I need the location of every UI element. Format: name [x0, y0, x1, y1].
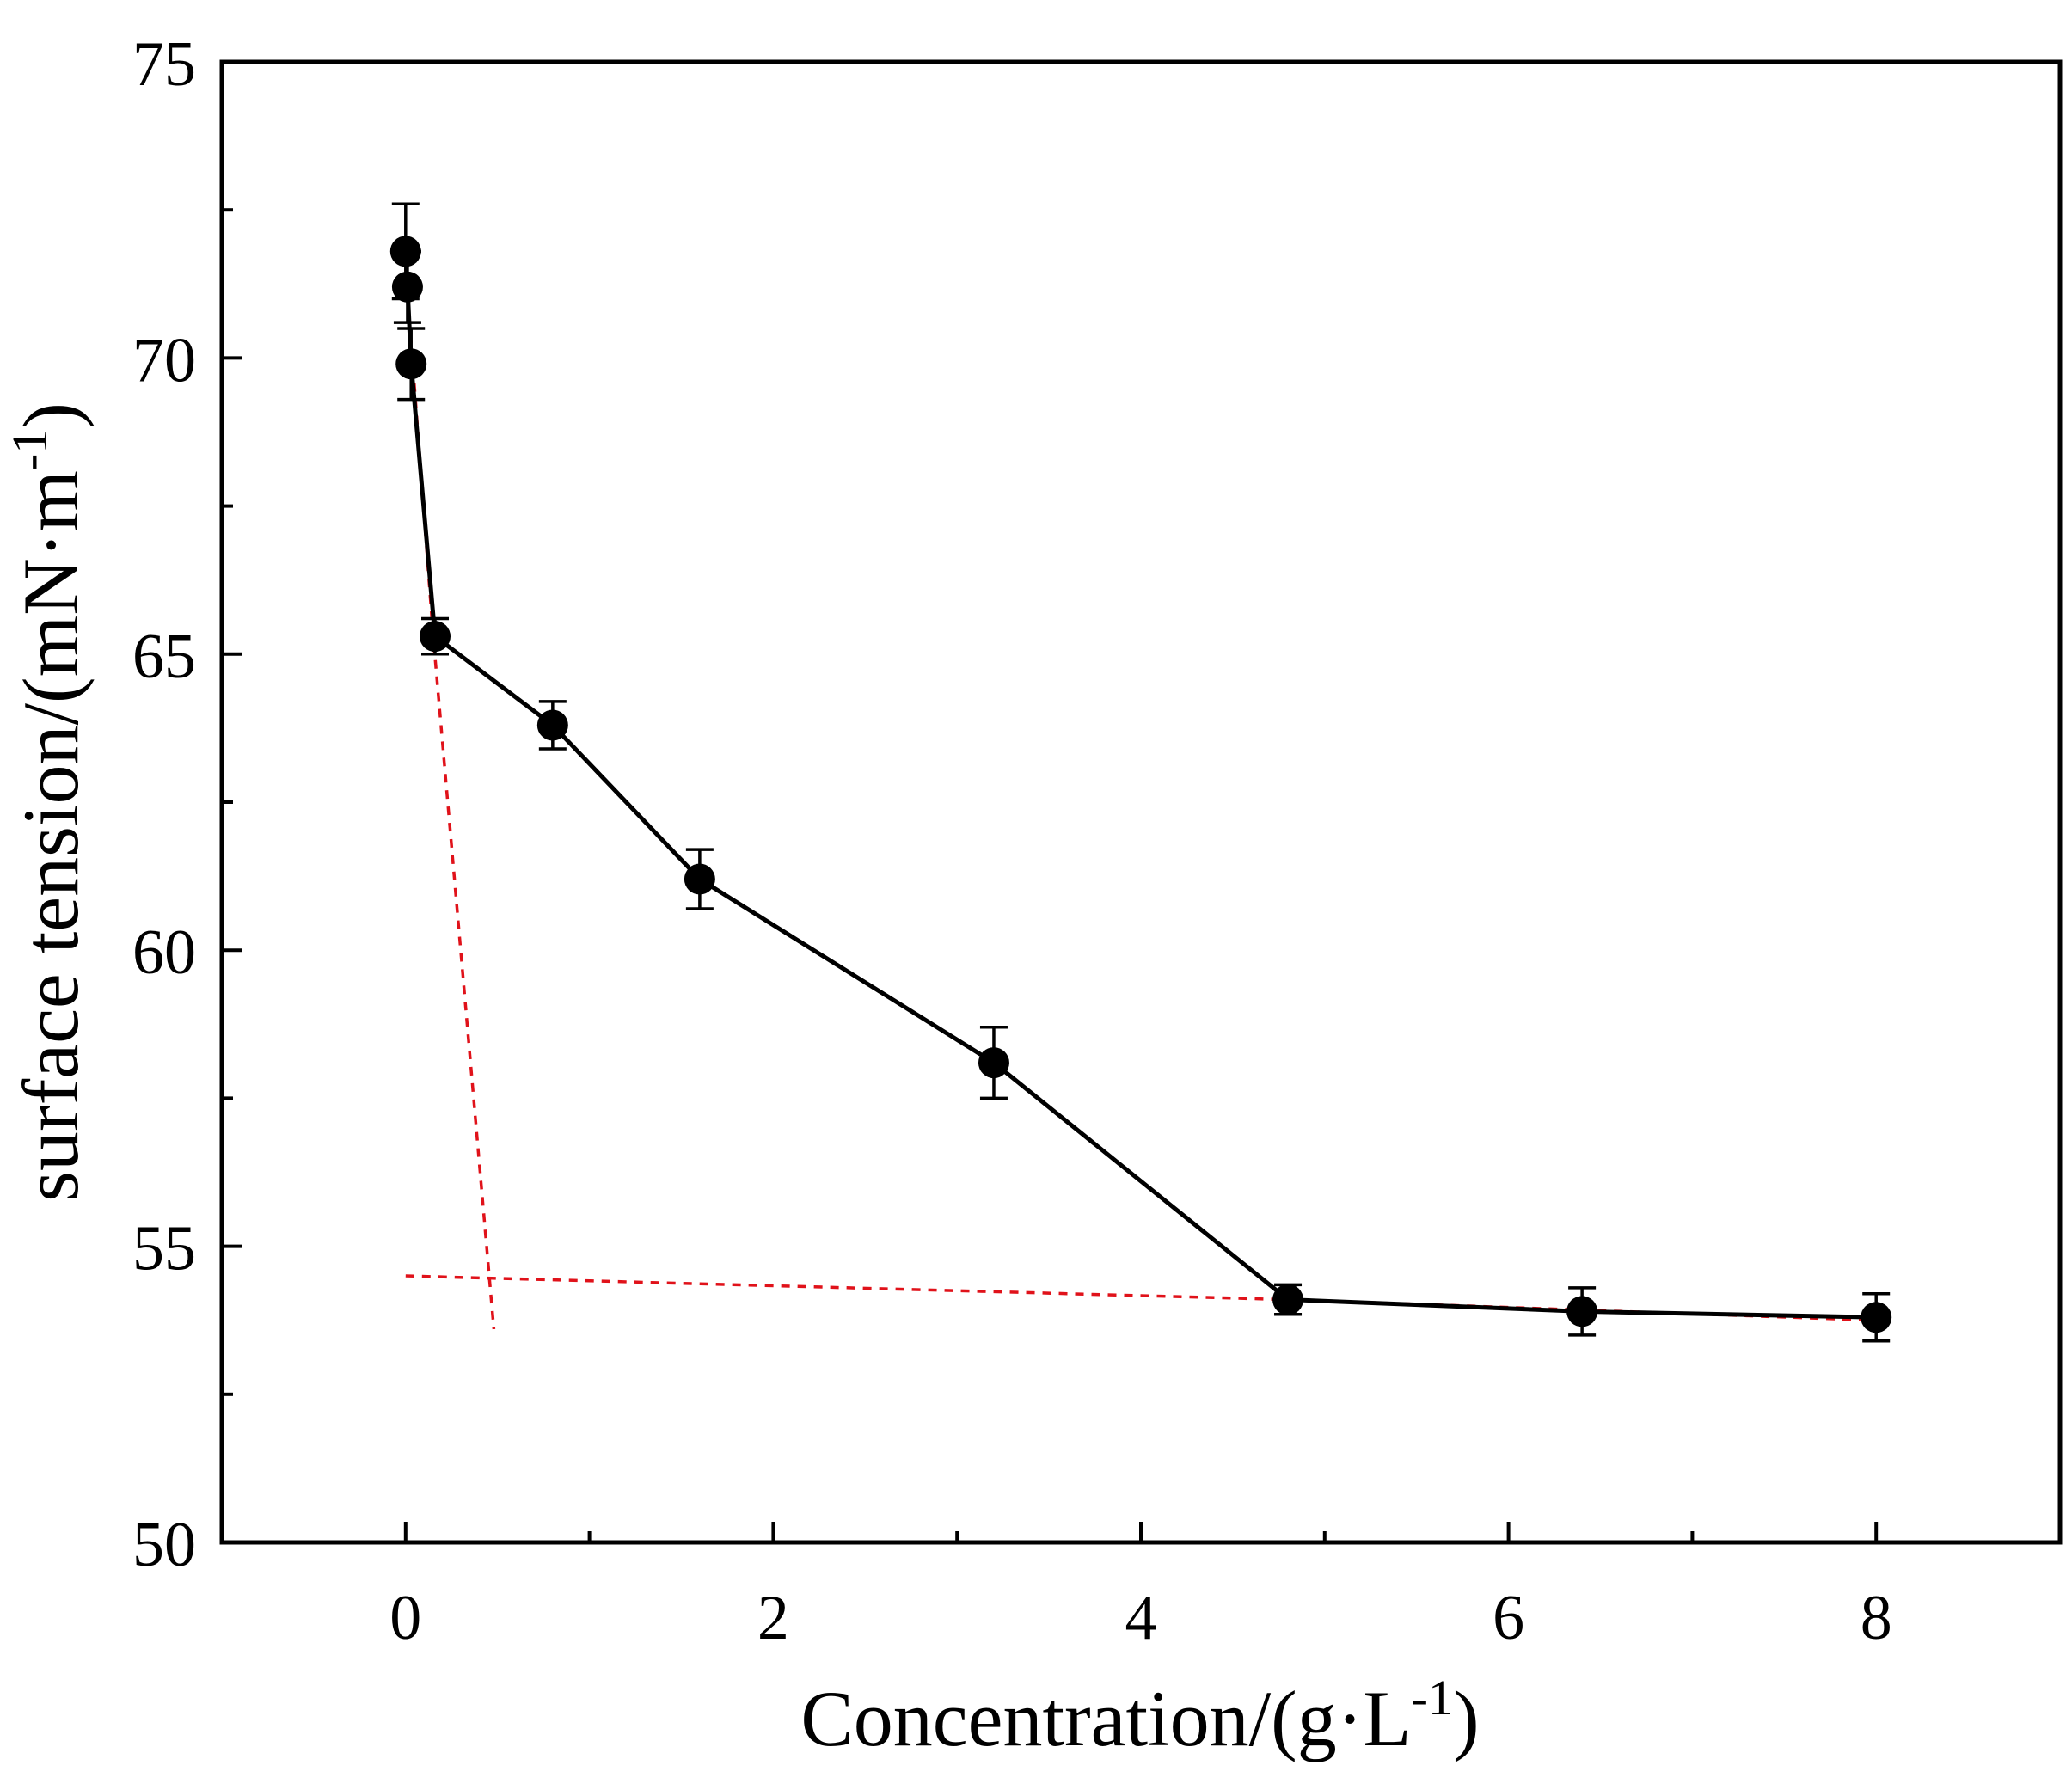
- y-axis-title-sup: -1: [2, 429, 58, 470]
- tick-labels: 0 2 4 6 8 50 55 60 65 70 75: [132, 29, 1892, 1653]
- data-point: [684, 863, 715, 895]
- data-series: [389, 202, 1892, 1343]
- y-tick-label: 70: [132, 325, 196, 395]
- y-tick-label: 60: [132, 917, 196, 988]
- x-tick-label: 2: [757, 1583, 789, 1653]
- axis-ticks: [222, 60, 1879, 1544]
- y-tick-label: 55: [132, 1214, 196, 1284]
- y-tick-label: 50: [132, 1510, 196, 1580]
- data-point: [1861, 1302, 1892, 1333]
- data-point: [1566, 1296, 1598, 1327]
- data-point: [391, 271, 423, 303]
- x-tick-label: 6: [1493, 1583, 1524, 1653]
- series-line: [403, 251, 1877, 1320]
- x-axis-title: Concentration/(g·L-1): [800, 1670, 1479, 1762]
- data-point: [420, 621, 451, 653]
- y-tick-label: 65: [132, 622, 196, 692]
- x-tick-label: 8: [1861, 1583, 1892, 1653]
- data-point: [395, 348, 427, 380]
- x-tick-label: 0: [389, 1583, 421, 1653]
- x-axis-title-end: ): [1453, 1675, 1480, 1762]
- data-point: [1272, 1284, 1304, 1315]
- y-axis-title: surface tension/(mN·m-1): [2, 402, 95, 1202]
- x-axis-title-main: Concentration/(g·L: [800, 1675, 1411, 1762]
- y-axis-title-end: ): [7, 402, 95, 429]
- x-tick-label: 4: [1125, 1583, 1157, 1653]
- plot-frame: [219, 59, 2063, 1545]
- y-axis-title-main: surface tension/(mN·m: [7, 470, 95, 1202]
- y-tick-label: 75: [132, 29, 196, 100]
- data-point: [536, 709, 568, 741]
- data-point: [978, 1047, 1009, 1079]
- x-axis-title-sup: -1: [1412, 1670, 1453, 1726]
